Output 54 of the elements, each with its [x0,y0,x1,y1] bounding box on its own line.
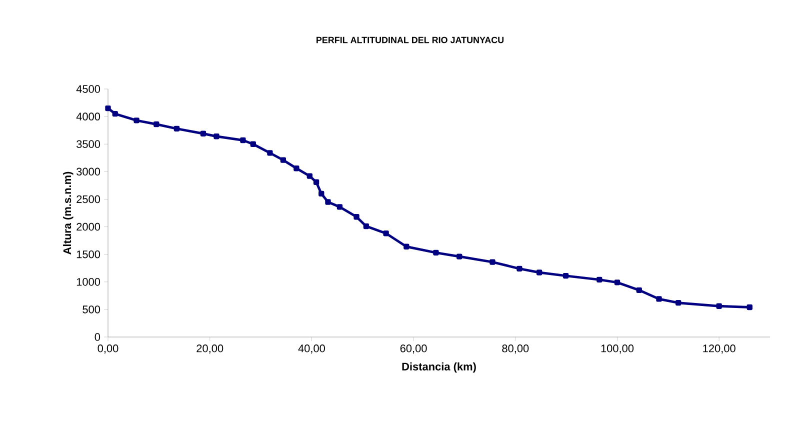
y-tick-label: 1000 [76,278,100,286]
point [746,304,752,310]
point [294,166,300,172]
point [154,121,160,128]
x-tick-label: 80,00 [502,344,529,354]
point [404,244,410,250]
x-tick-label: 0,00 [98,344,118,354]
y-tick-label: 3500 [76,140,100,148]
point [614,280,620,286]
x-tick-label: 100,00 [601,344,634,354]
point [336,204,343,210]
point [280,157,286,163]
point [676,300,682,306]
y-axis-title: Altura (m.s.n.m) [63,172,74,254]
x-tick-label: 60,00 [400,344,427,354]
point [267,150,273,156]
point [112,110,118,117]
y-tick-label: 1500 [76,250,100,258]
point [656,296,662,302]
point [516,266,522,272]
y-tick-label: 4000 [76,112,100,120]
point [636,287,642,293]
point [306,173,313,179]
point [325,199,331,205]
point [105,105,111,112]
point [456,254,462,260]
y-tick-label: 500 [82,306,100,314]
point [490,259,496,265]
y-tick-label: 2500 [76,195,100,204]
point [214,134,220,140]
point [174,126,180,132]
point [562,272,569,279]
x-tick-label: 20,00 [196,344,224,354]
point [433,250,439,256]
x-tick-label: 40,00 [298,344,325,354]
x-tick-label: 120,00 [703,344,736,354]
point [134,118,140,124]
point [240,137,246,144]
x-axis-title: Distancia (km) [402,362,476,373]
point [596,276,602,283]
point [363,223,370,230]
point [716,303,722,309]
point [250,141,256,147]
y-tick-label: 3000 [76,168,100,176]
chart-title: PERFIL ALTITUDINAL DEL RIO JATUNYACU [316,36,504,44]
y-tick-label: 0 [94,333,100,341]
y-tick-label: 2000 [76,222,100,231]
point [354,214,360,220]
point [318,190,324,197]
point [536,270,542,276]
y-tick-label: 4500 [76,85,100,93]
point [383,230,389,236]
point [200,130,206,136]
point [313,179,320,185]
